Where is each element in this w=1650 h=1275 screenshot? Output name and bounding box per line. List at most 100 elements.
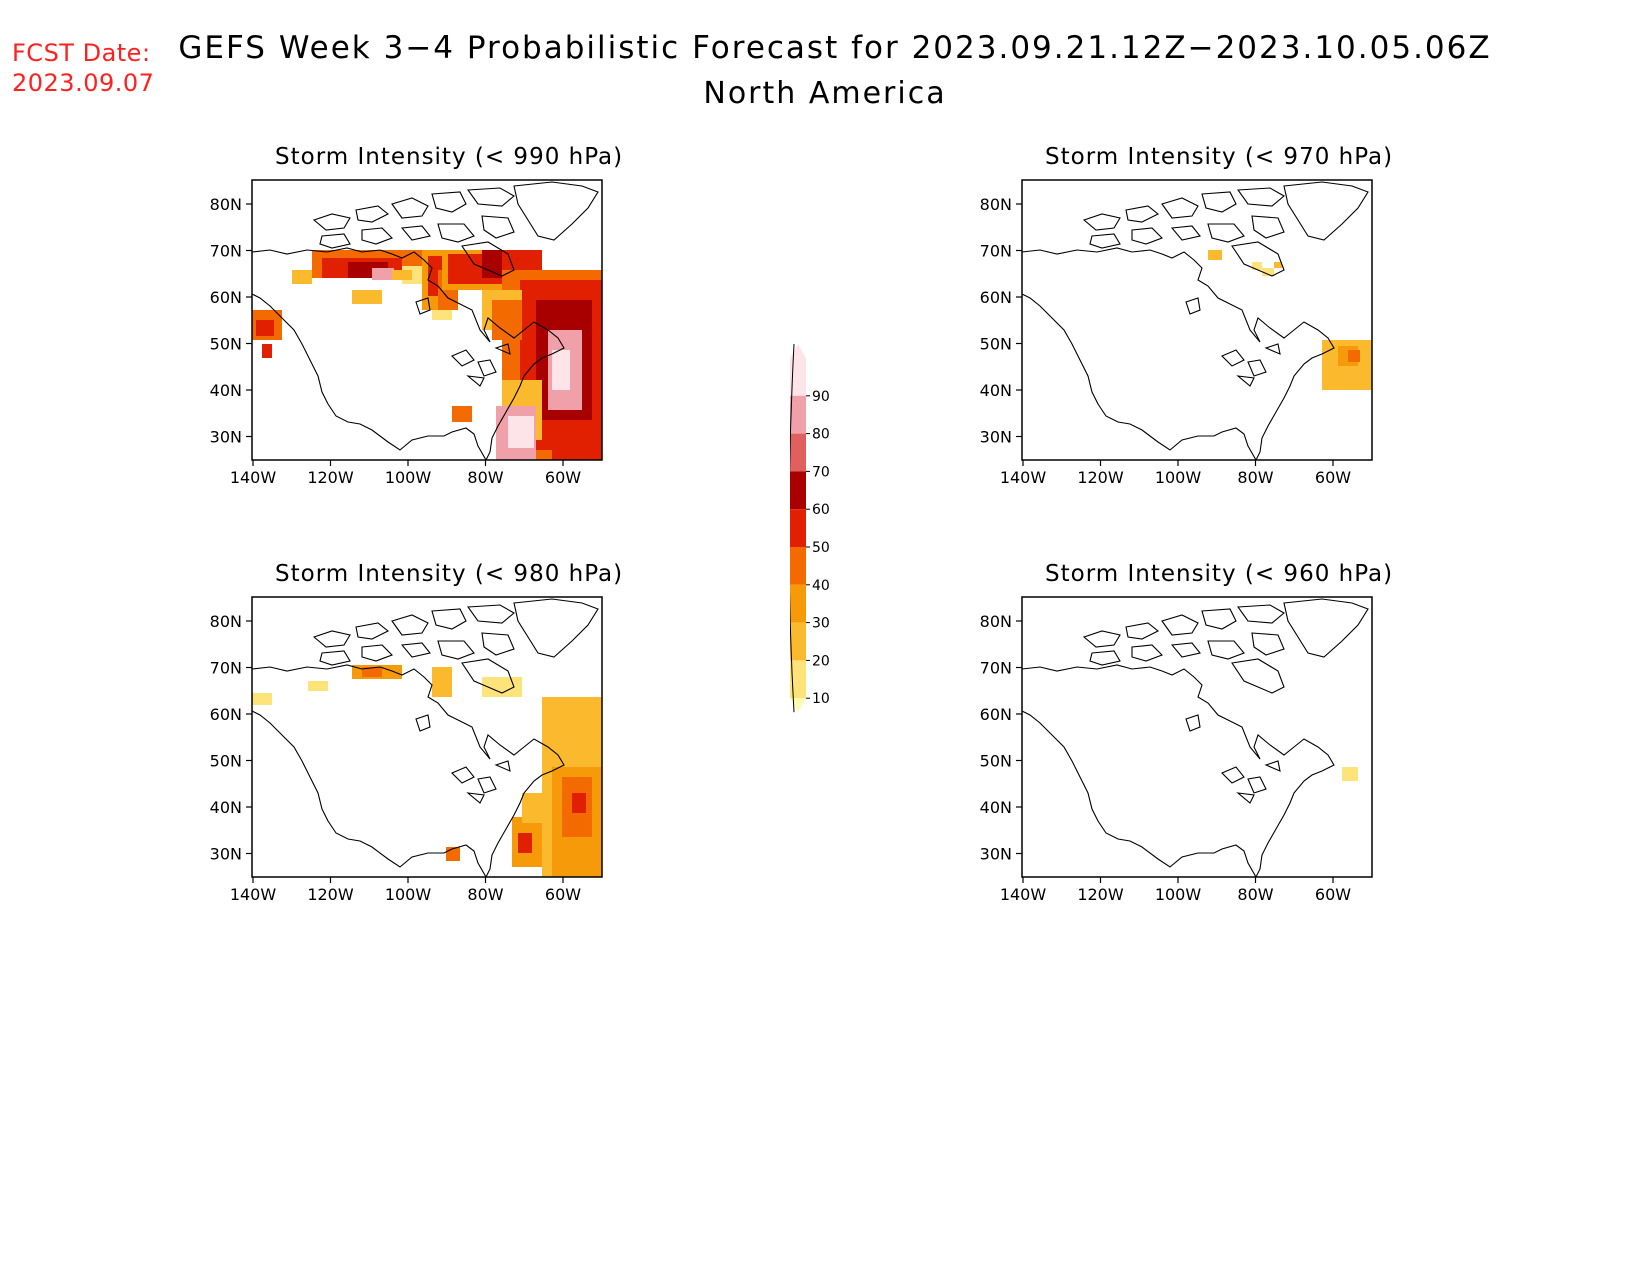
lat-tick-label: 40N: [210, 798, 242, 817]
island-outline: [461, 658, 515, 694]
colorbar-level-label: 10: [812, 691, 830, 707]
colorbar-top-extension: [790, 344, 806, 358]
lake-outline: [477, 776, 497, 794]
island-outline: [400, 642, 431, 658]
lon-tick-label: 60W: [1315, 468, 1351, 487]
island-outline: [1251, 632, 1285, 656]
coastline: [1022, 664, 1335, 877]
lake-outline: [1247, 359, 1267, 377]
colorbar-level-label: 70: [812, 464, 830, 480]
island-outline: [461, 241, 515, 277]
lat-tick-label: 80N: [210, 612, 242, 631]
probability-cell: [392, 270, 412, 280]
lat-tick-label: 70N: [980, 242, 1012, 261]
lon-tick-label: 120W: [1077, 885, 1124, 904]
probability-cell: [1262, 268, 1274, 276]
lat-tick-label: 30N: [210, 428, 242, 447]
probability-cell: [432, 667, 452, 697]
island-outline: [437, 223, 475, 243]
coastline: [252, 247, 565, 460]
panel-title: Storm Intensity (< 980 hPa): [275, 561, 624, 587]
island-outline: [1161, 614, 1199, 636]
probability-cell: [552, 350, 570, 390]
lon-tick-label: 120W: [307, 468, 354, 487]
lon-tick-label: 80W: [1237, 468, 1273, 487]
probability-cell: [1342, 767, 1358, 781]
lake-outline: [1185, 714, 1201, 732]
colorbar-segment: [790, 660, 806, 699]
lon-tick-label: 140W: [230, 468, 277, 487]
lake-outline: [415, 297, 431, 315]
island-outline: [481, 632, 515, 656]
lon-tick-label: 100W: [1155, 885, 1202, 904]
page-title: GEFS Week 3−4 Probabilistic Forecast for…: [178, 30, 1492, 66]
lake-outline: [1247, 776, 1267, 794]
island-outline: [400, 225, 431, 241]
island-outline: [1231, 241, 1285, 277]
lake-outline: [1236, 375, 1255, 387]
lon-tick-label: 80W: [467, 468, 503, 487]
island-outline: [1170, 225, 1201, 241]
lake-outline: [1236, 792, 1255, 804]
probability-cell: [308, 681, 328, 691]
lon-tick-label: 100W: [385, 885, 432, 904]
island-outline: [1082, 213, 1121, 231]
island-outline: [319, 233, 351, 249]
lat-tick-label: 70N: [980, 659, 1012, 678]
probability-cell: [522, 793, 552, 823]
lon-tick-label: 60W: [545, 885, 581, 904]
panel-960: Storm Intensity (< 960 hPa) 80N 70N 60N 50N…: [970, 557, 1430, 937]
lake-outline: [451, 349, 475, 367]
island-outline: [1236, 604, 1285, 624]
lake-outline: [451, 766, 475, 784]
island-outline: [391, 614, 429, 636]
lake-outline: [1264, 343, 1281, 355]
island-outline: [431, 608, 467, 630]
probability-cell: [352, 290, 382, 304]
colorbar-segment: [790, 358, 806, 396]
panel-title: Storm Intensity (< 960 hPa): [1045, 561, 1394, 587]
lat-tick-label: 60N: [210, 288, 242, 307]
island-outline: [1283, 598, 1369, 658]
colorbar-segment: [790, 433, 806, 472]
island-outline: [466, 187, 515, 207]
probability-cell: [1348, 350, 1360, 362]
map-field: [252, 180, 602, 460]
colorbar-level-label: 90: [812, 389, 830, 405]
coastline: [252, 664, 565, 877]
island-outline: [355, 622, 390, 640]
lat-tick-label: 70N: [210, 659, 242, 678]
island-outline: [437, 640, 475, 660]
island-outline: [1131, 227, 1163, 245]
island-outline: [513, 181, 599, 241]
lat-tick-label: 50N: [210, 335, 242, 354]
probability-cell: [1274, 262, 1282, 268]
coastline: [1022, 247, 1335, 460]
probability-cell: [508, 416, 534, 448]
map-980: 80N 70N 60N 50N 40N 30N 140W 120W 100W 80W 60W: [210, 596, 603, 904]
lat-tick-label: 80N: [980, 612, 1012, 631]
lon-tick-label: 100W: [385, 468, 432, 487]
lake-outline: [494, 343, 511, 355]
lake-outline: [494, 760, 511, 772]
island-outline: [1089, 650, 1121, 666]
lake-outline: [477, 359, 497, 377]
fcst-date-label: FCST Date:: [12, 39, 151, 67]
lon-tick-label: 80W: [467, 885, 503, 904]
lake-outline: [1185, 297, 1201, 315]
island-outline: [1161, 197, 1199, 219]
island-outline: [1207, 640, 1245, 660]
panel-title: Storm Intensity (< 990 hPa): [275, 144, 624, 170]
map-field: [1022, 597, 1372, 877]
colorbar-level-label: 60: [812, 502, 830, 518]
probability-cell: [1208, 250, 1222, 260]
fcst-date: FCST Date: 2023.09.07: [12, 38, 154, 98]
island-outline: [391, 197, 429, 219]
map-frame: [251, 179, 603, 461]
lat-tick-label: 40N: [980, 381, 1012, 400]
lat-tick-label: 40N: [210, 381, 242, 400]
island-outline: [1201, 191, 1237, 213]
lake-outline: [415, 714, 431, 732]
lat-tick-label: 30N: [980, 845, 1012, 864]
map-970: 80N 70N 60N 50N 40N 30N 140W 120W 100W 80W 60W: [980, 179, 1373, 487]
